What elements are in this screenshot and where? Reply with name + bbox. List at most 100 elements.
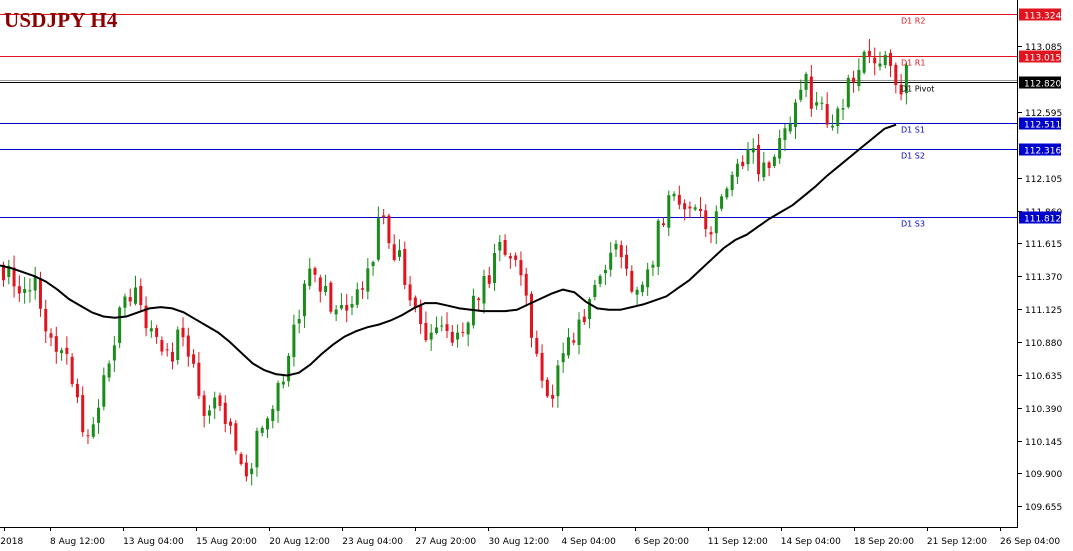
candle [862, 50, 866, 75]
candle-body [788, 123, 792, 132]
candle-body [75, 383, 79, 398]
y-tick-label: 110.635 [1025, 372, 1062, 382]
candle-body [218, 395, 222, 406]
candle [683, 199, 687, 221]
candle-body [160, 340, 164, 352]
level-label-d1-r2: D1 R2 [901, 17, 925, 26]
candle [229, 418, 233, 435]
candle [873, 47, 877, 76]
candle [662, 217, 665, 228]
candle [762, 151, 766, 182]
y-tick-label: 111.125 [1025, 306, 1062, 316]
x-tick-label: 15 Aug 20:00 [196, 537, 257, 547]
candle-body [889, 53, 893, 66]
candle-body [229, 421, 233, 426]
candle-body [239, 453, 243, 465]
candle [334, 304, 338, 322]
candle [725, 186, 729, 200]
candle-body [392, 244, 396, 261]
candle-body [97, 407, 101, 423]
candle-body [54, 336, 58, 352]
candle [329, 280, 333, 314]
candle [815, 91, 819, 110]
candle-body [899, 84, 903, 95]
candle [223, 395, 227, 433]
candle [667, 190, 671, 237]
candle [350, 296, 354, 316]
candle [561, 342, 565, 373]
candle [371, 260, 375, 276]
candle [392, 234, 396, 262]
candle-body [757, 145, 761, 175]
candle [181, 317, 185, 347]
candle-body [904, 64, 908, 94]
candle-body [434, 327, 438, 333]
y-tick-label: 113.085 [1025, 43, 1062, 53]
candle [857, 58, 861, 92]
candle [450, 325, 454, 346]
candle [149, 320, 153, 338]
x-tick-label: ug 2018 [0, 537, 23, 547]
candle-body [651, 264, 655, 268]
candle [809, 65, 813, 117]
candle [677, 185, 681, 210]
candle [614, 239, 618, 258]
candle [23, 277, 27, 304]
x-tick-label: 13 Aug 04:00 [123, 537, 184, 547]
candle-body [456, 332, 460, 340]
candle [493, 243, 497, 291]
candle-body [361, 288, 365, 290]
candle-body [720, 196, 724, 209]
candle-body [635, 289, 639, 295]
candle-body [783, 128, 787, 141]
x-tick-label: 30 Aug 12:00 [488, 537, 549, 547]
candle-body [815, 102, 819, 106]
x-tick-label: 21 Sep 12:00 [927, 537, 987, 547]
level-badge-d1-r1 [1019, 50, 1061, 63]
candle-body [445, 324, 449, 332]
candle-body [519, 260, 523, 276]
candle [508, 252, 512, 269]
candle [672, 191, 676, 201]
candle-body [91, 424, 95, 437]
candle-body [33, 275, 37, 291]
candle-body [398, 250, 401, 257]
candle-body [350, 304, 354, 308]
y-tick-label: 110.880 [1025, 339, 1062, 349]
candle-body [181, 327, 185, 338]
candle-body [186, 335, 190, 357]
candle-body [107, 363, 111, 378]
candle-body [825, 104, 829, 125]
candle-body [302, 283, 306, 317]
y-tick-label: 111.615 [1025, 240, 1062, 250]
candle-body [725, 188, 729, 198]
candle [540, 344, 544, 389]
candle-body [857, 69, 861, 87]
candle [123, 293, 127, 318]
candle [260, 425, 264, 437]
candle [461, 322, 465, 337]
candle [783, 123, 787, 152]
candle-body [778, 138, 782, 159]
candle-body [260, 427, 264, 433]
candle-body [345, 305, 349, 311]
candle-body [482, 276, 486, 304]
candle [17, 275, 21, 302]
candle-body [450, 331, 454, 343]
candle [281, 375, 285, 389]
candle [244, 454, 248, 482]
x-tick-label: 20 Aug 12:00 [269, 537, 330, 547]
candle [128, 288, 132, 307]
candle-body [873, 57, 877, 64]
candle [440, 316, 444, 332]
level-badge-text-d1-s3: 111.812 [1024, 215, 1061, 225]
level-label-d1-s2: D1 S2 [901, 152, 925, 161]
x-tick-label: 27 Aug 20:00 [415, 537, 476, 547]
candle [398, 239, 401, 261]
candle [646, 262, 650, 296]
candle-body [646, 269, 650, 288]
candle-body [292, 324, 296, 358]
candle [904, 62, 908, 105]
candle-body [81, 395, 85, 433]
